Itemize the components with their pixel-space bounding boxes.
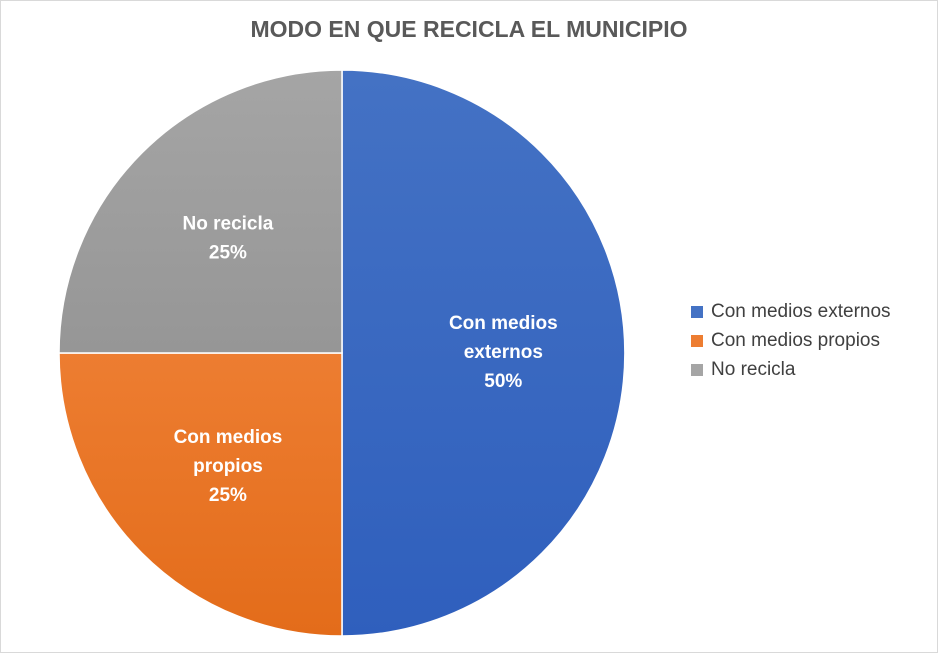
data-label-category: Con medios (449, 313, 558, 334)
legend-item-con-medios-externos: Con medios externos (691, 298, 891, 326)
pie-slice-no-recicla (58, 69, 343, 354)
data-label-category: propios (193, 456, 263, 477)
chart-title: MODO EN QUE RECICLA EL MUNICIPIO (250, 16, 688, 42)
pie-slice-con-medios-propios (58, 352, 343, 637)
legend-label: No recicla (711, 359, 796, 380)
legend-swatch (691, 306, 703, 318)
data-label-category: No recicla (183, 213, 274, 234)
legend-item-con-medios-propios: Con medios propios (691, 327, 891, 355)
data-label-value: 25% (209, 485, 247, 506)
legend-item-no-recicla: No recicla (691, 356, 891, 384)
pie-slices (58, 69, 626, 637)
legend-label: Con medios externos (711, 301, 891, 322)
legend: Con medios externos Con medios propios N… (691, 298, 891, 385)
legend-swatch (691, 364, 703, 376)
data-label-value: 25% (209, 242, 247, 263)
data-label-category: Con medios (174, 427, 283, 448)
pie-slice-con-medios-externos (341, 69, 626, 637)
pie-labels: Con medios externos 50% Con medios propios 25… (174, 213, 558, 506)
data-label-value: 50% (484, 371, 522, 392)
legend-swatch (691, 335, 703, 347)
data-label-category: externos (464, 342, 543, 363)
legend-label: Con medios propios (711, 330, 880, 351)
